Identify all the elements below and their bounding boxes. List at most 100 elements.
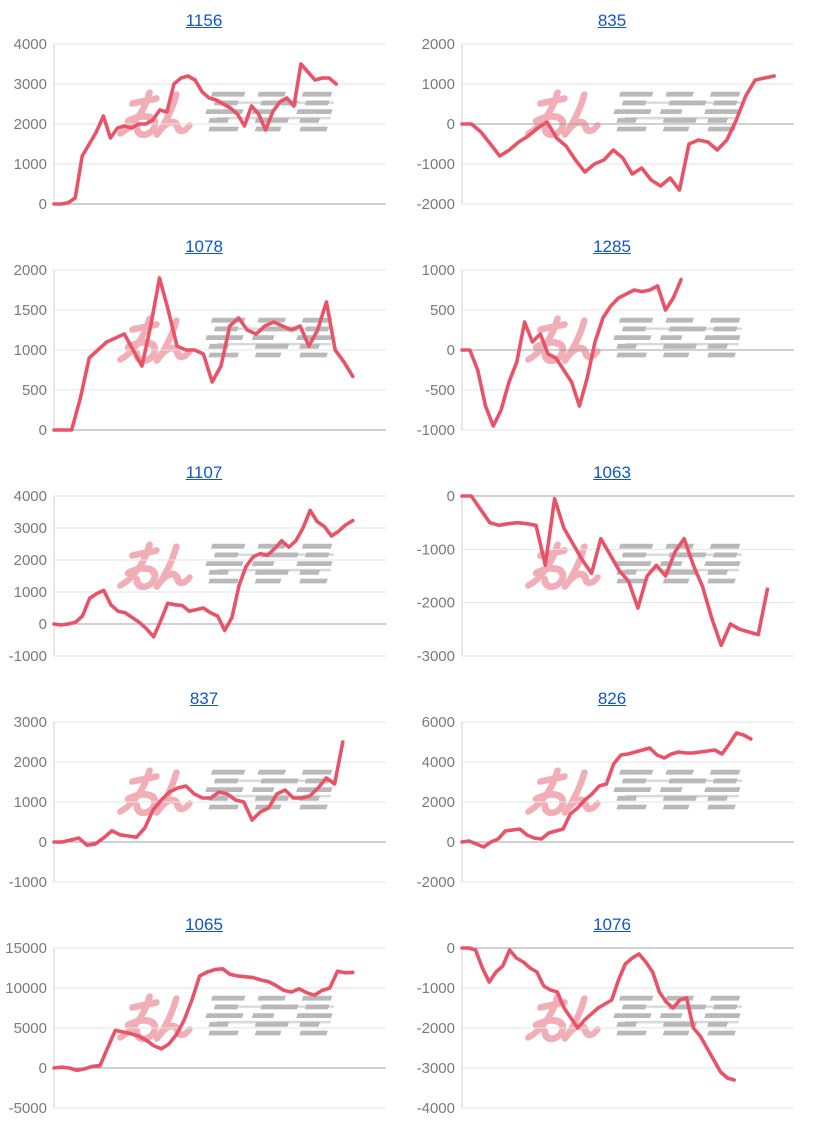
y-tick-label: 500 <box>430 302 455 319</box>
chart-title-row: 1063 <box>408 452 816 484</box>
y-tick-label: 2000 <box>422 36 455 53</box>
line-chart: -3000 -2000 -1000 0 <box>417 488 794 665</box>
y-tick-label: 0 <box>447 342 455 359</box>
y-tick-label: -500 <box>425 382 455 399</box>
chart-title-row: 1065 <box>0 904 408 936</box>
data-series-line <box>52 276 355 432</box>
y-tick-label: -1000 <box>417 541 455 558</box>
y-tick-label: 3000 <box>14 76 47 93</box>
line-chart: 0 1000 2000 3000 4000 <box>14 36 386 213</box>
y-tick-label: 1000 <box>422 262 455 279</box>
chart-title-link[interactable]: 835 <box>597 11 627 30</box>
data-series-line <box>52 740 345 847</box>
y-tick-label: 0 <box>39 834 47 851</box>
y-tick-label: -2000 <box>417 595 455 612</box>
y-tick-label: -2000 <box>417 196 455 213</box>
chart-title-link[interactable]: 1156 <box>185 11 223 30</box>
y-tick-label: -1000 <box>417 422 455 439</box>
y-tick-label: 2000 <box>14 116 47 133</box>
line-chart: -1000 0 1000 2000 3000 4000 <box>9 488 386 665</box>
chart-title-link[interactable]: 1076 <box>593 915 631 934</box>
chart-title-link[interactable]: 1078 <box>185 237 223 256</box>
y-tick-label: 2000 <box>14 754 47 771</box>
y-tick-label: 0 <box>447 116 455 133</box>
chart-title-row: 1107 <box>0 452 408 484</box>
y-tick-label: 1000 <box>14 794 47 811</box>
y-tick-label: 0 <box>39 616 47 633</box>
chart-card: 1078 0 500 1000 1500 2000 <box>0 226 408 452</box>
y-tick-label: -1000 <box>417 156 455 173</box>
y-tick-label: 4000 <box>14 488 47 505</box>
y-tick-label: 1000 <box>14 342 47 359</box>
y-tick-label: 1500 <box>14 302 47 319</box>
chart-card: 1076 -4000 -3000 -2000 -1000 0 <box>408 904 816 1130</box>
y-tick-label: 0 <box>447 940 455 957</box>
y-tick-label: 2000 <box>422 794 455 811</box>
y-tick-label: -3000 <box>417 648 455 665</box>
chart-card: 1065 -5000 0 5000 10000 15000 <box>0 904 408 1130</box>
y-tick-label: 1000 <box>14 156 47 173</box>
y-tick-label: 0 <box>39 1060 47 1077</box>
y-tick-label: -4000 <box>417 1100 455 1117</box>
chart-title-row: 1078 <box>0 226 408 258</box>
line-chart: -5000 0 5000 10000 15000 <box>5 940 386 1117</box>
data-series-line <box>460 494 770 648</box>
y-tick-label: 10000 <box>5 980 47 997</box>
y-tick-label: 500 <box>22 382 47 399</box>
chart-card: 826 -2000 0 2000 4000 6000 <box>408 678 816 904</box>
y-tick-label: 6000 <box>422 714 455 731</box>
y-tick-label: -1000 <box>417 980 455 997</box>
chart-card: 837 -1000 0 1000 2000 3000 <box>0 678 408 904</box>
line-chart: -1000 -500 0 500 1000 <box>417 262 794 439</box>
y-tick-label: 4000 <box>422 754 455 771</box>
chart-title-link[interactable]: 826 <box>597 689 627 708</box>
line-chart: -4000 -3000 -2000 -1000 0 <box>417 940 794 1117</box>
y-tick-label: 5000 <box>14 1020 47 1037</box>
y-tick-label: -2000 <box>417 1020 455 1037</box>
y-tick-label: 0 <box>39 422 47 439</box>
y-tick-label: 1000 <box>14 584 47 601</box>
data-series-line <box>52 966 355 1073</box>
data-series-line <box>460 946 737 1082</box>
chart-card: 1063 -3000 -2000 -1000 0 <box>408 452 816 678</box>
y-tick-label: 0 <box>39 196 47 213</box>
y-tick-label: -5000 <box>9 1100 47 1117</box>
y-tick-label: 0 <box>447 834 455 851</box>
y-tick-label: -1000 <box>9 874 47 891</box>
data-series-line <box>52 62 339 206</box>
y-tick-label: 4000 <box>14 36 47 53</box>
y-tick-label: -1000 <box>9 648 47 665</box>
chart-title-row: 1156 <box>0 0 408 32</box>
chart-card: 1107 -1000 0 1000 2000 3000 4000 <box>0 452 408 678</box>
y-tick-label: 2000 <box>14 262 47 279</box>
y-tick-label: -2000 <box>417 874 455 891</box>
data-series-line <box>460 731 753 849</box>
chart-title-row: 826 <box>408 678 816 710</box>
line-chart: -2000 0 2000 4000 6000 <box>417 714 794 891</box>
chart-title-link[interactable]: 1063 <box>593 463 631 482</box>
y-tick-label: 0 <box>447 488 455 505</box>
chart-title-link[interactable]: 837 <box>189 689 219 708</box>
chart-title-link[interactable]: 1285 <box>593 237 631 256</box>
chart-card: 1156 0 1000 2000 3000 4000 <box>0 0 408 226</box>
y-tick-label: 2000 <box>14 552 47 569</box>
chart-card: 835 -2000 -1000 0 1000 2000 <box>408 0 816 226</box>
chart-title-link[interactable]: 1107 <box>185 463 223 482</box>
chart-title-row: 1285 <box>408 226 816 258</box>
data-series-line <box>460 277 683 428</box>
line-chart: -2000 -1000 0 1000 2000 <box>417 36 794 213</box>
line-chart: -1000 0 1000 2000 3000 <box>9 714 386 891</box>
y-tick-label: 15000 <box>5 940 47 957</box>
chart-card: 1285 -1000 -500 0 500 1000 <box>408 226 816 452</box>
data-series-line <box>52 508 355 639</box>
y-tick-label: 3000 <box>14 520 47 537</box>
y-tick-label: 3000 <box>14 714 47 731</box>
y-tick-label: -3000 <box>417 1060 455 1077</box>
chart-title-link[interactable]: 1065 <box>185 915 223 934</box>
chart-title-row: 1076 <box>408 904 816 936</box>
line-chart: 0 500 1000 1500 2000 <box>14 262 386 439</box>
chart-title-row: 837 <box>0 678 408 710</box>
y-tick-label: 1000 <box>422 76 455 93</box>
data-series-line <box>460 74 776 192</box>
